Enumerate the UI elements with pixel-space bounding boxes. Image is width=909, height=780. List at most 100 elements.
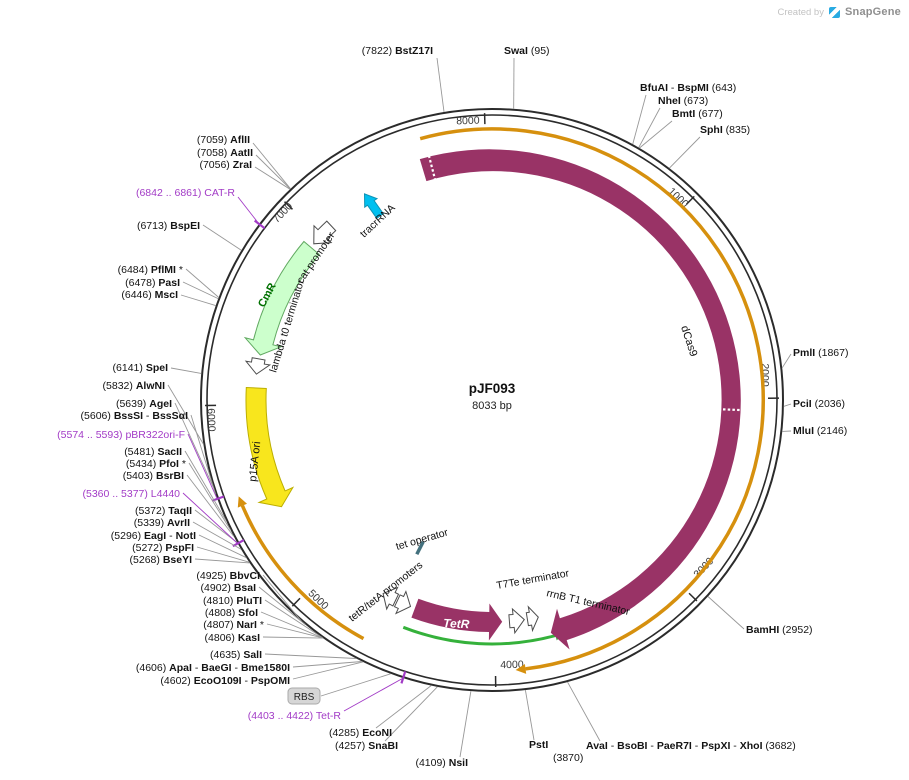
leader-line-sacii	[184, 450, 227, 521]
primer-site-tet-r[interactable]	[400, 671, 407, 684]
enzyme-label-msci[interactable]: (6446) MscI	[121, 289, 178, 301]
enzyme-label-kasi[interactable]: (4806) KasI	[205, 632, 261, 644]
enzyme-label-avrii[interactable]: (5339) AvrII	[134, 517, 190, 529]
enzyme-label-aatii[interactable]: (7058) AatII	[197, 147, 253, 159]
leader-line-bbvci	[262, 574, 302, 622]
leader-line-alwni	[167, 384, 204, 445]
enzyme-label-alwni[interactable]: (5832) AlwNI	[103, 380, 166, 392]
enzyme-label-psti[interactable]: PstI	[529, 739, 548, 751]
leader-line-pmli	[781, 353, 792, 369]
enzyme-label-bseyi[interactable]: (5268) BseYI	[130, 554, 193, 566]
leader-line-snabi	[384, 686, 438, 742]
enzyme-label-l4440[interactable]: (5360 .. 5377) L4440	[83, 488, 181, 500]
enzyme-label-snabi[interactable]: (4257) SnaBI	[335, 740, 398, 752]
labels: (7822) BstZ17I SwaI (95) BfuAI - BspMI (64…	[57, 45, 848, 769]
enzyme-label-pcii[interactable]: PciI (2036)	[793, 398, 845, 410]
enzyme-label-bfuai-bspmi[interactable]: BfuAI - BspMI (643)	[640, 82, 736, 94]
enzyme-label-sali[interactable]: (4635) SalI	[210, 649, 262, 661]
feature-label-tetr[interactable]: TetR	[443, 616, 470, 631]
enzyme-label-mlui[interactable]: MluI (2146)	[793, 425, 847, 437]
enzyme-label-cat-r[interactable]: (6842 .. 6861) CAT-R	[136, 187, 235, 199]
feature-upstream-region[interactable]	[419, 127, 765, 671]
enzyme-label-avai-bsobi-paer7i-pspxi-xhoi[interactable]: AvaI - BsoBI - PaeR7I - PspXI - XhoI (36…	[586, 740, 796, 752]
feature-tet-transcript[interactable]	[402, 625, 556, 646]
enzyme-label-psti-pos[interactable]: (3870)	[553, 752, 583, 764]
leader-line-aflii	[252, 142, 291, 190]
leader-line-nhei	[638, 107, 661, 148]
enzyme-label-pasi[interactable]: (6478) PasI	[125, 277, 180, 289]
enzyme-label-bamhi[interactable]: BamHI (2952)	[746, 624, 813, 636]
enzyme-label-pfoi[interactable]: (5434) PfoI *	[126, 458, 186, 470]
leader-line-bstz17i	[436, 57, 445, 113]
enzyme-label-apai-baegi-bme1580i[interactable]: (4606) ApaI - BaeGI - Bme1580I	[136, 662, 290, 674]
tick-7000	[284, 201, 293, 210]
feature-tetr[interactable]	[411, 598, 503, 641]
enzyme-label-spei[interactable]: (6141) SpeI	[113, 362, 169, 374]
feature-label-dcas9[interactable]: dCas9	[678, 324, 699, 358]
feature-t7te-terminator[interactable]	[525, 605, 539, 633]
enzyme-label-nari[interactable]: (4807) NarI *	[203, 619, 264, 631]
tick-label-1000: 1000	[666, 185, 691, 210]
feature-label-t7te-terminator[interactable]: T7Te terminator	[495, 567, 570, 592]
tick-1000	[685, 195, 695, 205]
feature-tracrrna[interactable]	[363, 193, 384, 219]
enzyme-label-swai[interactable]: SwaI (95)	[504, 45, 550, 57]
enzyme-label-eagi-noti[interactable]: (5296) EagI - NotI	[111, 530, 196, 542]
enzyme-label-pbr322ori-f[interactable]: (5574 .. 5593) pBR322ori-F	[57, 429, 185, 441]
enzyme-label-tet-r[interactable]: (4403 .. 4422) Tet-R	[248, 710, 342, 722]
enzyme-label-zrai[interactable]: (7056) ZraI	[199, 159, 252, 171]
enzyme-label-sphi[interactable]: SphI (835)	[700, 124, 750, 136]
feature-ori-region[interactable]	[240, 504, 365, 641]
leader-line-bspei	[202, 224, 242, 251]
enzyme-label-taqii[interactable]: (5372) TaqII	[135, 505, 192, 517]
plasmid-backbone-ring	[200, 108, 784, 692]
leader-line-bseyi	[194, 558, 250, 564]
leader-line-nari	[266, 623, 323, 639]
tick-label-6000: 6000	[205, 408, 218, 432]
feature-ori-region-arrowhead	[237, 496, 247, 508]
feature-cat-promoter[interactable]	[313, 220, 337, 245]
enzyme-label-ecoo109i-pspomi[interactable]: (4602) EcoO109I - PspOMI	[160, 675, 290, 687]
enzyme-label-bsrbi[interactable]: (5403) BsrBI	[123, 470, 184, 482]
tick-label-4000: 4000	[500, 659, 524, 671]
leader-line-avrii	[192, 521, 242, 550]
feature-tetr-promoter[interactable]	[393, 590, 412, 615]
enzyme-label-pmli[interactable]: PmlI (1867)	[793, 347, 848, 359]
feature-arcs	[211, 127, 765, 684]
enzyme-label-bsssi-bsssai[interactable]: (5606) BssSI - BssSαI	[81, 410, 189, 422]
leader-line-econi	[375, 685, 432, 729]
enzyme-label-nhei[interactable]: NheI (673)	[658, 95, 708, 107]
enzyme-label-sacii[interactable]: (5481) SacII	[124, 446, 182, 458]
leader-line-rbs	[320, 673, 391, 697]
feature-upstream-region-arrowhead	[515, 664, 527, 674]
enzyme-label-aflii[interactable]: (7059) AflII	[197, 134, 250, 146]
feature-teta-promoter[interactable]	[382, 586, 400, 611]
feature-cmr[interactable]	[243, 240, 320, 356]
feature-label-p15a-ori[interactable]: p15A ori	[247, 441, 263, 482]
enzyme-label-agei[interactable]: (5639) AgeI	[116, 398, 172, 410]
enzyme-label-pluti[interactable]: (4810) PluTI	[203, 595, 262, 607]
primer-site-cat-r[interactable]	[253, 219, 266, 230]
feature-lambda-t0-terminator[interactable]	[244, 357, 272, 375]
enzyme-label-bsai[interactable]: (4902) BsaI	[201, 582, 257, 594]
tick-5000	[291, 597, 301, 607]
leader-line-bsrbi	[186, 474, 235, 537]
enzyme-label-pflmi[interactable]: (6484) PflMI *	[118, 264, 183, 276]
feature-rrnb-t1-terminator[interactable]	[508, 607, 525, 635]
enzyme-label-bmti[interactable]: BmtI (677)	[672, 108, 723, 120]
enzyme-label-nsii[interactable]: (4109) NsiI	[415, 757, 468, 769]
enzyme-label-bspei[interactable]: (6713) BspEI	[137, 220, 200, 232]
enzyme-label-econi[interactable]: (4285) EcoNI	[329, 727, 392, 739]
rbs-label-box[interactable]	[287, 687, 321, 705]
feature-tet-operator[interactable]	[415, 540, 425, 556]
enzyme-label-bstz17i[interactable]: (7822) BstZ17I	[362, 45, 433, 57]
enzyme-label-pspfi[interactable]: (5272) PspFI	[132, 542, 194, 554]
leader-line-pcii	[783, 403, 792, 407]
feature-label-tet-operator[interactable]: tet operator	[395, 526, 450, 552]
enzyme-label-bbvci[interactable]: (4925) BbvCI	[196, 570, 260, 582]
enzyme-label-sfoi[interactable]: (4808) SfoI	[205, 607, 258, 619]
rbs-label[interactable]: RBS	[294, 692, 315, 703]
watermark-created-by: Created by	[777, 6, 824, 18]
feature-p15a-ori[interactable]	[245, 386, 295, 508]
leader-line-avai-bsobi-paer7i-pspxi-xhoi	[567, 681, 601, 742]
